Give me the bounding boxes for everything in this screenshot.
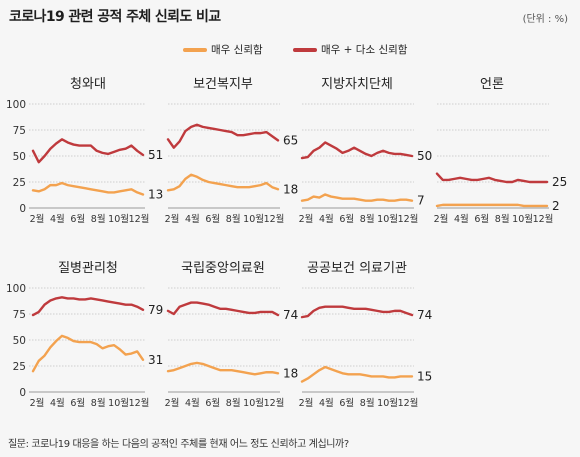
series-line-very: [31, 334, 145, 373]
end-label-total: 50: [417, 149, 432, 163]
x-tick-label: 2월: [30, 397, 45, 409]
series-line-total: [300, 141, 414, 160]
x-tick-label: 8월: [360, 213, 375, 225]
unit-label: (단위 : %): [522, 14, 568, 25]
x-tick-label: 6월: [474, 213, 489, 225]
end-label-very: 31: [148, 353, 163, 367]
legend-swatch-very: [183, 48, 207, 52]
panel-title: 공공보건 의료기관: [307, 261, 407, 276]
y-tick-label: 50: [13, 151, 26, 163]
end-label-very: 7: [417, 194, 425, 208]
end-label-very: 18: [283, 366, 298, 380]
y-tick-label: 0: [19, 203, 26, 215]
x-tick-label: 12월: [264, 213, 285, 225]
x-tick-label: 10월: [243, 397, 264, 409]
x-tick-label: 10월: [108, 213, 129, 225]
end-label-total: 51: [148, 148, 163, 162]
end-label-very: 2: [552, 199, 560, 213]
x-tick-label: 2월: [165, 397, 180, 409]
series-line-total: [166, 301, 280, 317]
series-line-very: [300, 193, 414, 202]
x-tick-label: 8월: [226, 397, 241, 409]
panel-title: 보건복지부: [193, 77, 253, 92]
end-label-total: 25: [552, 175, 567, 189]
x-tick-label: 6월: [205, 213, 220, 225]
series-line-very: [300, 365, 414, 383]
x-tick-label: 12월: [129, 213, 150, 225]
y-tick-label: 75: [13, 125, 26, 137]
x-tick-label: 4월: [50, 213, 65, 225]
x-tick-label: 8월: [91, 397, 106, 409]
x-tick-label: 2월: [434, 213, 449, 225]
panel-title: 지방자치단체: [321, 77, 393, 92]
x-tick-label: 12월: [533, 213, 554, 225]
x-tick-label: 2월: [299, 397, 314, 409]
x-tick-label: 8월: [226, 213, 241, 225]
series-line-total: [31, 296, 145, 317]
legend-label-total: 매우 + 다소 신뢰함: [321, 44, 408, 56]
x-tick-label: 12월: [398, 397, 419, 409]
x-tick-label: 4월: [319, 397, 334, 409]
series-line-very: [31, 181, 145, 196]
legend-label-very: 매우 신뢰함: [211, 44, 263, 56]
y-tick-label: 25: [13, 361, 26, 373]
panel-title: 언론: [480, 77, 504, 92]
end-label-total: 79: [148, 303, 163, 317]
x-tick-label: 6월: [70, 397, 85, 409]
x-tick-label: 4월: [454, 213, 469, 225]
x-tick-label: 12월: [264, 397, 285, 409]
y-tick-label: 100: [6, 283, 26, 295]
page-title: 코로나19 관련 공적 주체 신뢰도 비교: [9, 9, 221, 25]
panel-title: 질병관리청: [58, 261, 118, 276]
x-tick-label: 8월: [91, 213, 106, 225]
x-tick-label: 2월: [165, 213, 180, 225]
end-label-very: 15: [417, 369, 432, 383]
x-tick-label: 6월: [339, 213, 354, 225]
panel-title: 청와대: [70, 77, 106, 92]
end-label-total: 74: [283, 308, 298, 322]
x-tick-label: 8월: [360, 397, 375, 409]
x-tick-label: 10월: [377, 213, 398, 225]
legend-swatch-total: [293, 48, 317, 52]
y-tick-label: 25: [13, 177, 26, 189]
y-tick-label: 75: [13, 309, 26, 321]
x-tick-label: 10월: [243, 213, 264, 225]
x-tick-label: 10월: [512, 213, 533, 225]
end-label-very: 13: [148, 187, 163, 201]
footnote: 질문: 코로나19 대응을 하는 다음의 공적인 주체를 현재 어느 정도 신뢰…: [8, 439, 349, 450]
x-tick-label: 10월: [108, 397, 129, 409]
series-line-total: [300, 305, 414, 319]
x-tick-label: 4월: [185, 213, 200, 225]
series-line-total: [435, 172, 549, 184]
x-tick-label: 12월: [129, 397, 150, 409]
y-tick-label: 50: [13, 335, 26, 347]
x-tick-label: 4월: [319, 213, 334, 225]
x-tick-label: 4월: [185, 397, 200, 409]
series-line-total: [166, 123, 280, 149]
series-line-very: [166, 361, 280, 376]
series-line-very: [166, 173, 280, 192]
y-tick-label: 0: [19, 387, 26, 399]
x-tick-label: 4월: [50, 397, 65, 409]
series-line-total: [31, 138, 145, 164]
x-tick-label: 2월: [299, 213, 314, 225]
x-tick-label: 2월: [30, 213, 45, 225]
x-tick-label: 8월: [495, 213, 510, 225]
y-tick-label: 100: [6, 99, 26, 111]
end-label-total: 74: [417, 308, 432, 322]
x-tick-label: 6월: [205, 397, 220, 409]
end-label-total: 65: [283, 133, 298, 147]
x-tick-label: 6월: [70, 213, 85, 225]
x-tick-label: 10월: [377, 397, 398, 409]
end-label-very: 18: [283, 182, 298, 196]
series-line-very: [435, 203, 549, 208]
x-tick-label: 12월: [398, 213, 419, 225]
panel-title: 국립중앙의료원: [181, 261, 265, 276]
x-tick-label: 6월: [339, 397, 354, 409]
